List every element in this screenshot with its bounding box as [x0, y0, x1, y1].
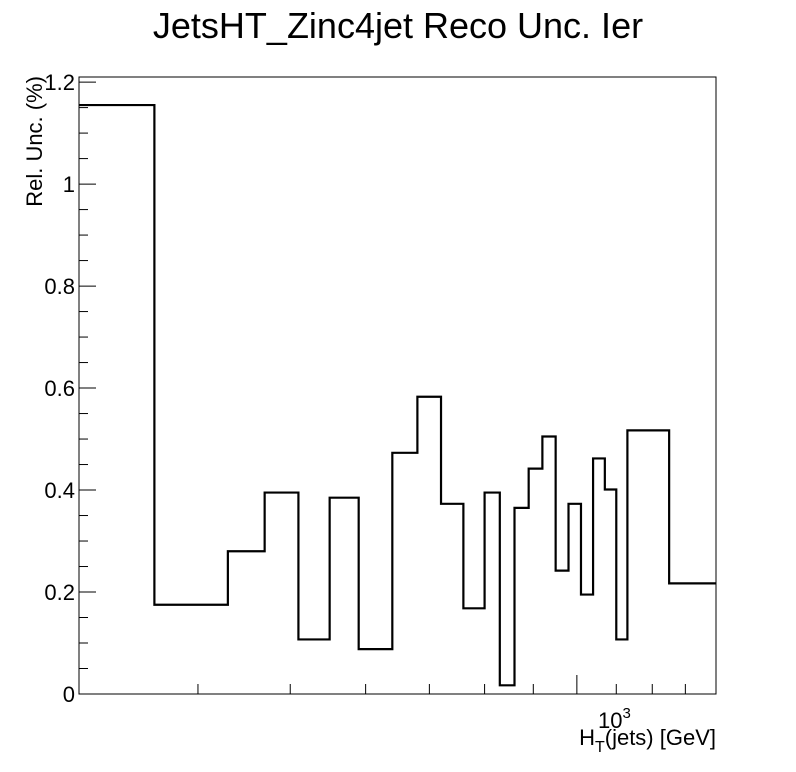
- y-tick-label: 0.6: [44, 376, 75, 401]
- x-axis-label: HT(jets) [GeV]: [579, 725, 716, 756]
- axes: [78, 76, 717, 695]
- y-tick-label: 0: [63, 682, 75, 707]
- x-axis-label-main: H: [579, 725, 595, 750]
- y-tick-labels: 0 0.2 0.4 0.6 0.8 1 1.2: [44, 70, 75, 707]
- plot-frame: [78, 76, 717, 695]
- x-tick-label-base: 10: [598, 708, 622, 733]
- y-tick-label: 0.4: [44, 478, 75, 503]
- x-axis-label-subscript: T: [595, 739, 605, 756]
- x-tick-label-1000: 103: [598, 705, 631, 733]
- y-tick-label: 1: [63, 172, 75, 197]
- x-tick-label-exponent: 3: [622, 705, 630, 722]
- y-axis-label: Rel. Unc. (%): [22, 76, 47, 207]
- x-axis-label-rest: (jets) [GeV]: [605, 725, 716, 750]
- y-tick-label: 1.2: [44, 70, 75, 95]
- histogram-step-line: [79, 103, 716, 687]
- histogram-series: [79, 103, 716, 687]
- y-tick-label: 0.8: [44, 274, 75, 299]
- y-tick-label: 0.2: [44, 580, 75, 605]
- axis-ticks: [79, 81, 717, 695]
- chart-title: JetsHT_Zinc4jet Reco Unc. Ier: [153, 5, 643, 46]
